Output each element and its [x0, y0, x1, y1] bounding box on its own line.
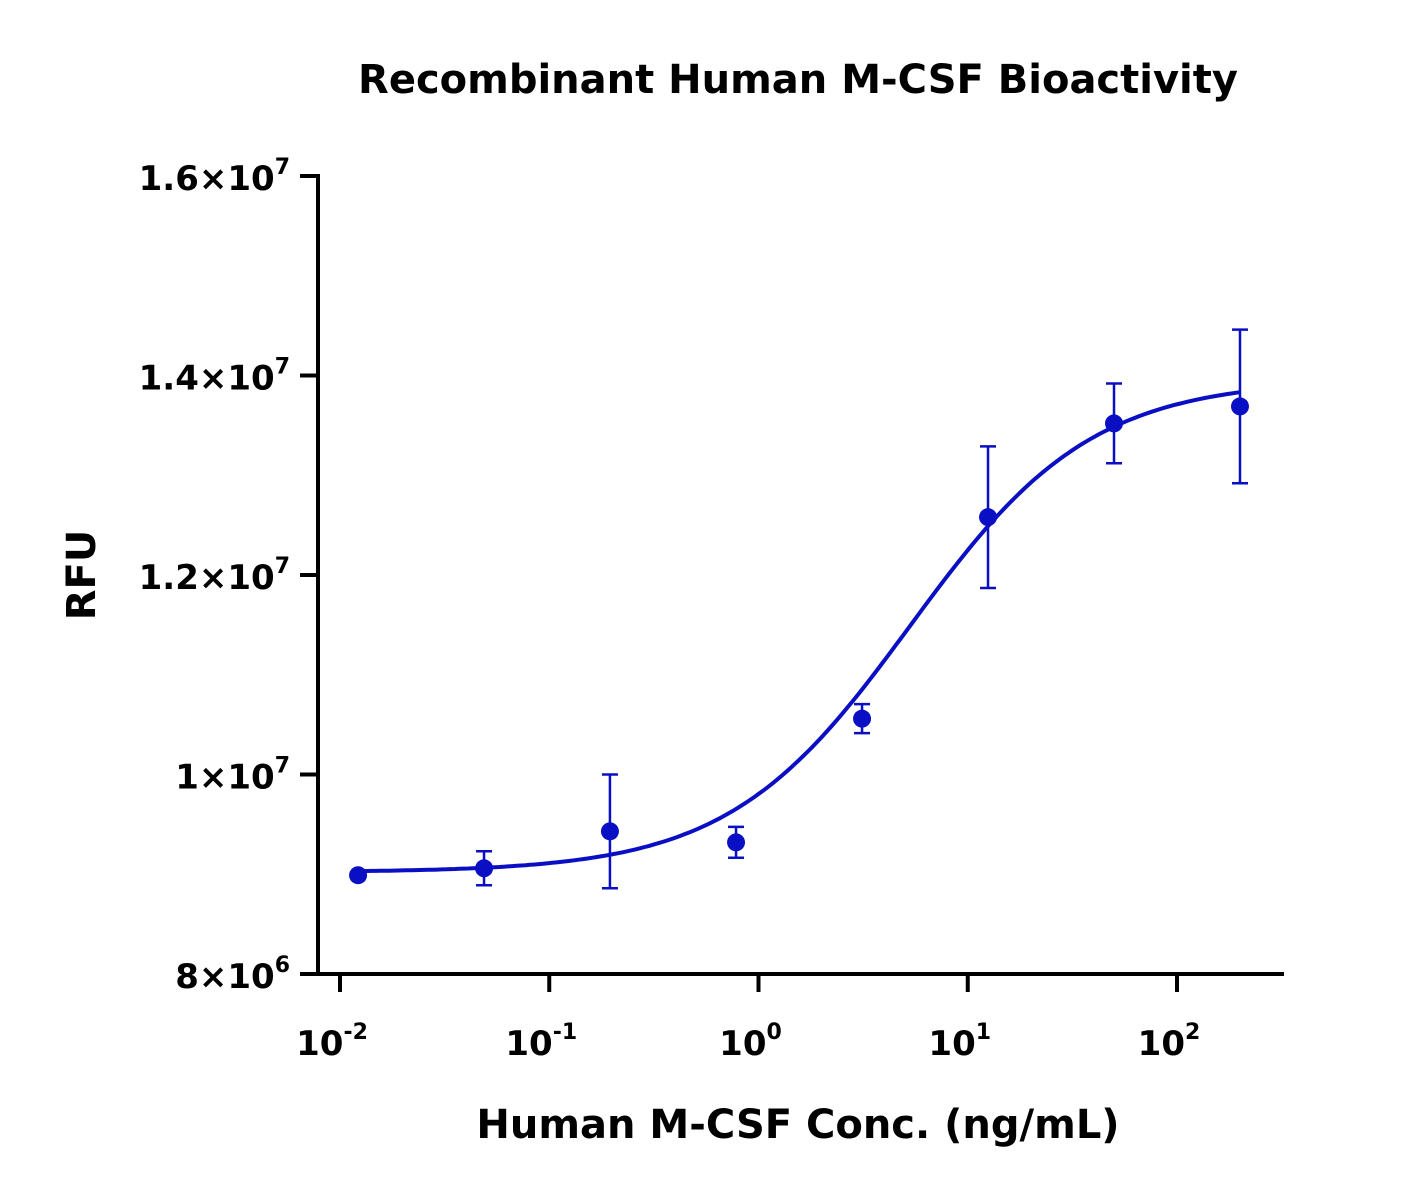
y-tick-label: 1.6×107: [139, 155, 290, 199]
y-tick-label: 1.2×107: [139, 554, 290, 598]
data-point: [727, 833, 746, 852]
data-point: [979, 508, 998, 527]
data-point: [349, 866, 368, 885]
x-tick-label: 10-2: [296, 1020, 368, 1064]
chart-title: Recombinant Human M-CSF Bioactivity: [358, 57, 1238, 103]
y-tick-label: 8×106: [175, 953, 290, 997]
data-point: [600, 822, 619, 841]
data-point: [1230, 397, 1249, 416]
x-tick-label: 102: [1138, 1020, 1201, 1064]
x-tick-label: 100: [719, 1020, 782, 1064]
x-axis-label: Human M-CSF Conc. (ng/mL): [476, 1102, 1119, 1148]
y-tick-label: 1.4×107: [139, 355, 290, 399]
fit-curve: [358, 390, 1241, 874]
x-tick-label: 101: [928, 1020, 991, 1064]
y-tick-label: 1×107: [175, 754, 290, 798]
x-tick-label: 10-1: [505, 1020, 577, 1064]
y-axis-label: RFU: [59, 530, 105, 621]
data-point: [475, 859, 494, 878]
data-point: [853, 709, 872, 728]
data-point: [1105, 414, 1124, 433]
